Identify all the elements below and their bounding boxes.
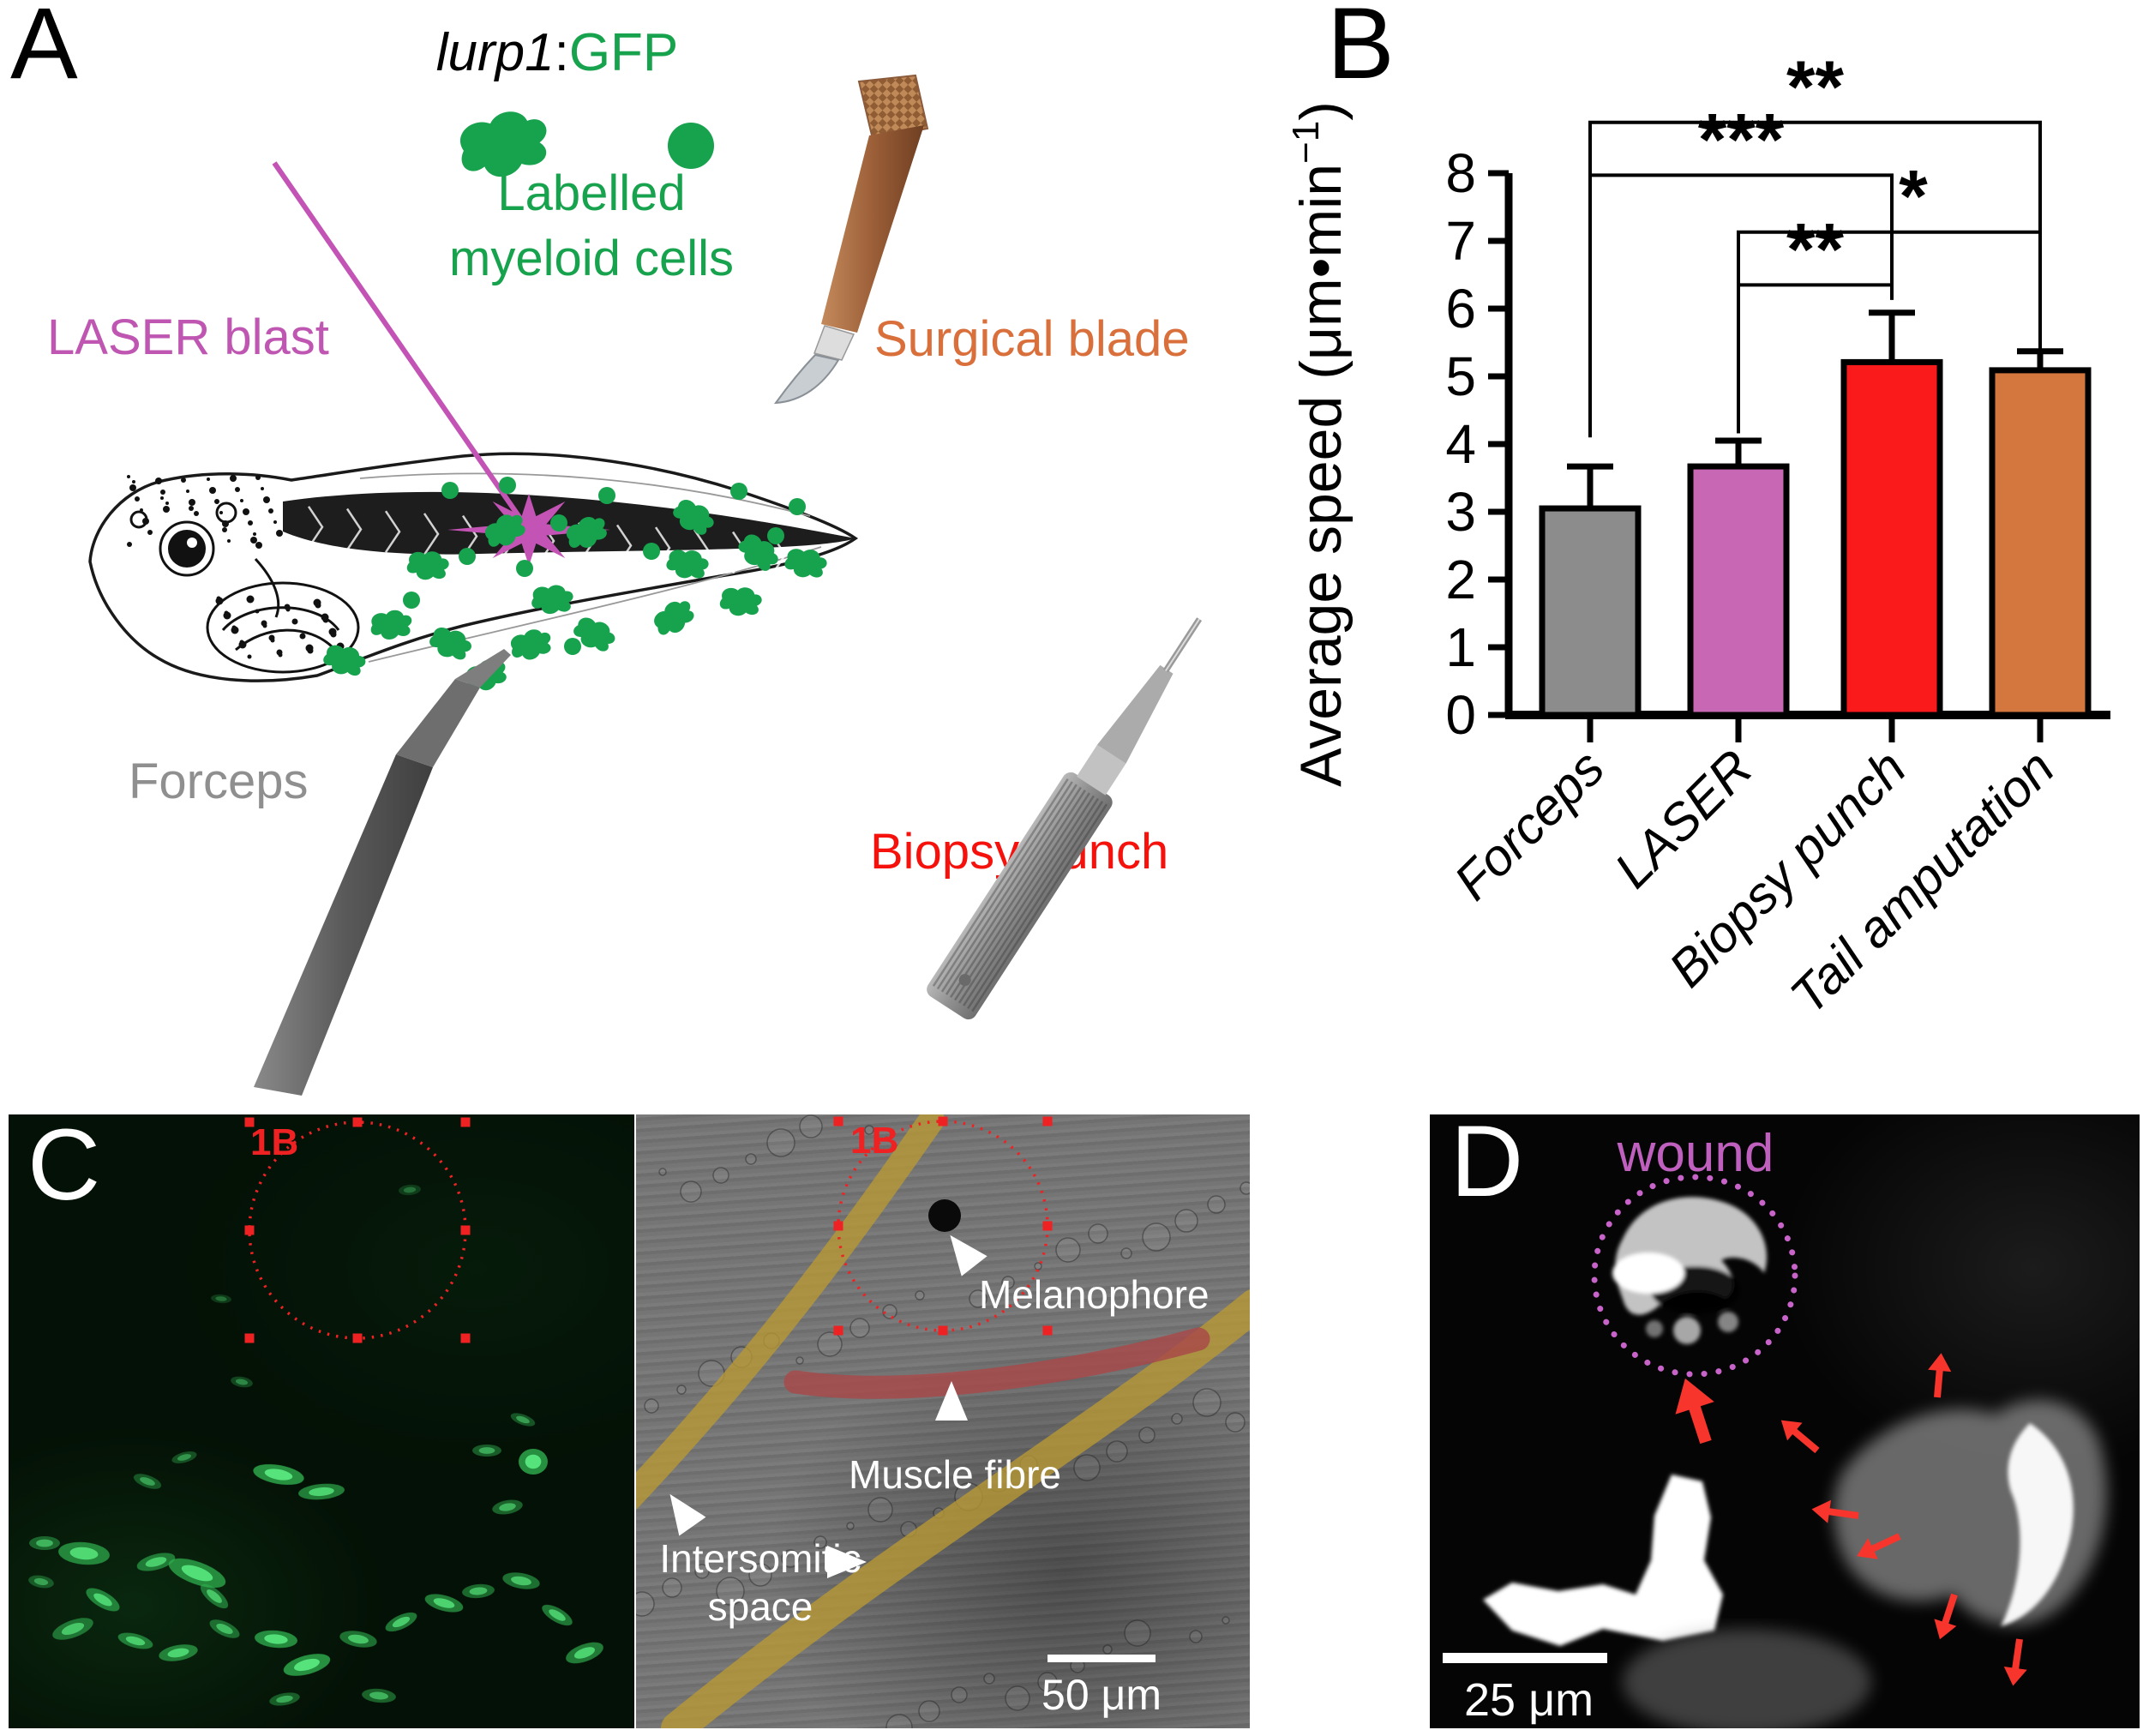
notochord-band [283,491,855,555]
panel-b-label: B [1327,0,1395,100]
brightfield-overlay [636,1114,1250,1728]
leukocyte-bright [1483,1475,1723,1646]
surgical-blade-icon [773,74,929,405]
melanophore-dot [928,1199,961,1232]
intersomitic-label: Intersomitic space [659,1536,861,1629]
svg-text:6: 6 [1445,278,1476,339]
wound-debris [1612,1197,1768,1344]
melanophore-arrowhead [950,1234,987,1276]
tadpole-illustration [88,452,859,682]
y-axis-label: Average speed (μm•min−1) [1286,101,1354,787]
panel-a: A lurp1:GFP Labelled myeloid cells LASER… [0,0,1286,1106]
gfp-cells [28,1184,603,1706]
intersomitic-band-2 [661,1289,1250,1728]
svg-text:0: 0 [1445,684,1476,746]
svg-text:4: 4 [1445,413,1476,475]
muscle-fibre-label: Muscle fibre [849,1452,1061,1497]
sig-bracket [1737,283,1894,434]
melanophore-label: Melanophore [979,1272,1210,1317]
sig-label: ** [1786,208,1844,291]
panel-b: B 0 1 2 3 4 5 6 7 8 Forceps LASER Biopsy punch Tail … [1286,0,2143,1114]
legend-icons [460,111,714,177]
forceps-label: Forceps [129,754,309,809]
intersomitic-arrowhead-1 [669,1493,706,1536]
leukocyte-dim [1623,1629,1871,1728]
svg-text:2: 2 [1445,549,1476,610]
roi-circle-left [244,1117,471,1343]
sig-label: *** [1698,99,1785,181]
bar-Forceps [1539,505,1642,718]
cat-label: Tail amputation [1780,739,2066,1025]
panel-c-label: C [27,1114,101,1222]
svg-text:8: 8 [1445,142,1476,204]
fluorescence-image: C 1B [9,1114,634,1728]
sig-label: ** [1786,46,1844,129]
panel-c: C 1B 1B Me [9,1114,1250,1728]
scalebar-c-label: 50 μm [1041,1671,1162,1719]
intersomitic-band-1 [636,1114,945,1511]
scalebar-d-label: 25 μm [1464,1674,1594,1726]
panel-a-label: A [10,0,78,100]
gene-name: lurp1 [435,23,555,82]
surgical-blade-label: Surgical blade [874,311,1190,367]
laser-beam [272,161,527,526]
brightfield-image: 1B Melanophore Muscle fibre Intersomitic… [636,1114,1250,1728]
sig-label: * [1899,156,1928,238]
intersomitic-arrowhead-2 [827,1546,867,1578]
bar-Tail amputation [1989,367,2092,718]
annotation-arrowheads [669,1234,987,1578]
roi-label-right: 1B [850,1120,899,1162]
wound-image-overlay [1483,1174,2107,1728]
bar-LASER [1687,463,1790,718]
roi-circle-right [833,1116,1053,1336]
wound-circle [1591,1174,1798,1378]
svg-text:5: 5 [1445,345,1476,407]
sig-bracket [1588,173,1894,438]
laser-blast-label: LASER blast [47,309,329,365]
roi-label-left: 1B [250,1121,299,1163]
biopsy-punch-icon [927,617,1203,1020]
cat-label: Forceps [1444,739,1616,911]
forceps-icon [254,649,511,1096]
wound-label: wound [1617,1124,1774,1183]
muscle-arrowhead [935,1381,968,1421]
leukocyte-fuzzy-core [2001,1423,2074,1626]
muscle-fibre-band [783,1327,1210,1399]
scalebar-d [1443,1653,1607,1663]
reporter-name: GFP [568,23,679,82]
transgene-title: lurp1:GFP [435,23,679,82]
svg-text:7: 7 [1445,210,1476,272]
scalebar-c [1047,1655,1156,1662]
fluorescence-overlay [28,1117,603,1706]
panel-d: D wound 25 μm [1430,1114,2140,1728]
svg-text:1: 1 [1445,616,1476,678]
panel-a-illustration [88,74,1203,1096]
migration-arrows [1675,1353,2027,1686]
svg-text:3: 3 [1445,481,1476,543]
myeloid-legend: Labelled myeloid cells [449,165,734,286]
laser-starburst [447,493,610,567]
panel-d-label: D [1450,1114,1524,1218]
bar-Biopsy punch [1840,358,1943,718]
